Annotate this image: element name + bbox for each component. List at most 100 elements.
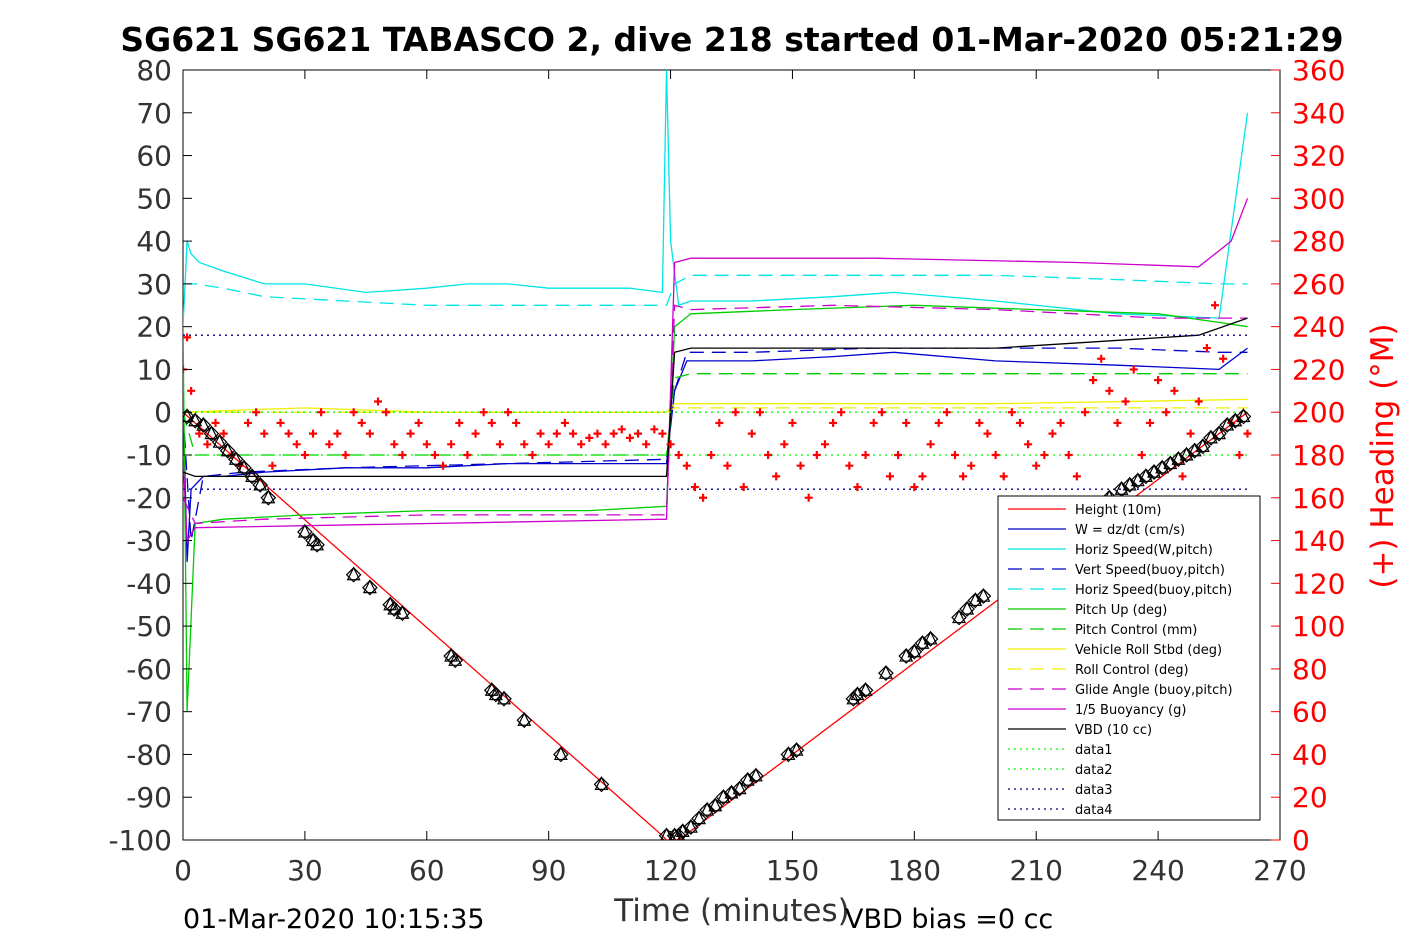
chart-title: SG621 SG621 TABASCO 2, dive 218 started … bbox=[120, 20, 1343, 59]
heading-point bbox=[950, 451, 959, 459]
legend-label-data4: data4 bbox=[1075, 803, 1113, 818]
sample-marker bbox=[187, 412, 204, 429]
heading-point bbox=[642, 440, 651, 449]
heading-point bbox=[755, 408, 764, 417]
sample-marker bbox=[975, 587, 992, 605]
heading-point bbox=[1137, 451, 1146, 459]
y-axis-left: 80 70 60 50 40 30 20 10 0 -10 -20 -30 -40 -50 -60 -70 -8… bbox=[108, 54, 192, 857]
heading-point bbox=[325, 440, 334, 449]
x-axis-label: Time (minutes) bbox=[613, 893, 849, 929]
heading-point bbox=[577, 440, 586, 449]
sample-marker bbox=[236, 459, 252, 476]
heading-point bbox=[211, 418, 220, 427]
sample-marker bbox=[244, 468, 260, 485]
heading-point bbox=[536, 429, 545, 438]
x-tick-label: 150 bbox=[766, 854, 819, 887]
heading-point bbox=[796, 461, 805, 470]
heading-point bbox=[910, 483, 919, 492]
heading-point bbox=[625, 433, 634, 442]
sample-marker bbox=[297, 523, 313, 540]
y-left-tick-label: -80 bbox=[126, 738, 172, 771]
heading-point bbox=[1032, 461, 1041, 470]
x-tick-label: 180 bbox=[888, 854, 941, 887]
heading-point bbox=[1113, 418, 1122, 427]
y-right-tick-label: 300 bbox=[1292, 182, 1345, 215]
heading-point bbox=[1121, 397, 1130, 406]
heading-point bbox=[1145, 418, 1154, 427]
legend-label-data1: data1 bbox=[1075, 743, 1113, 758]
x-tick-label: 30 bbox=[287, 854, 323, 887]
sample-marker bbox=[670, 827, 687, 840]
y-left-tick-label: 40 bbox=[136, 225, 172, 258]
sample-marker bbox=[906, 643, 923, 660]
heading-point bbox=[252, 408, 261, 417]
legend-label-data2: data2 bbox=[1075, 763, 1113, 778]
y-right-tick-label: 40 bbox=[1292, 738, 1328, 771]
sample-marker bbox=[260, 489, 277, 506]
sample-marker bbox=[748, 767, 764, 784]
x-tick-label: 0 bbox=[174, 854, 192, 887]
sample-marker bbox=[731, 780, 748, 797]
series-vbd-10-cc bbox=[183, 317, 1248, 478]
heading-point bbox=[1064, 451, 1073, 459]
sample-marker bbox=[183, 408, 195, 425]
heading-point bbox=[422, 440, 431, 449]
sample-marker bbox=[227, 450, 244, 468]
sample-marker bbox=[1211, 425, 1227, 442]
y-right-tick-label: 100 bbox=[1292, 610, 1345, 643]
legend-label-roll-control-deg: Roll Control (deg) bbox=[1075, 663, 1189, 678]
heading-point bbox=[268, 461, 277, 470]
y-left-tick-label: -90 bbox=[126, 781, 172, 814]
y-left-tick-label: 20 bbox=[136, 311, 172, 344]
heading-point bbox=[731, 408, 740, 417]
heading-point bbox=[869, 418, 878, 427]
heading-point bbox=[187, 386, 196, 395]
heading-point bbox=[528, 451, 537, 459]
heading-point bbox=[390, 440, 399, 449]
heading-point bbox=[333, 429, 342, 438]
x-axis: 0 30 60 90 120 150 180 210 240 270 bbox=[174, 70, 1307, 887]
heading-point bbox=[1154, 376, 1163, 385]
sample-marker bbox=[516, 711, 533, 729]
sample-marker bbox=[922, 630, 939, 647]
heading-point bbox=[926, 440, 935, 449]
y-left-tick-label: 10 bbox=[136, 353, 172, 386]
heading-point bbox=[861, 451, 870, 459]
heading-point bbox=[244, 418, 253, 427]
y-right-tick-label: 60 bbox=[1292, 696, 1328, 729]
sample-marker bbox=[447, 651, 464, 669]
legend-label-glide-angle-buoy-pitch: Glide Angle (buoy,pitch) bbox=[1075, 683, 1233, 698]
heading-point bbox=[1129, 365, 1138, 374]
y-left-tick-label: -100 bbox=[108, 824, 172, 857]
heading-point bbox=[845, 461, 854, 470]
y-left-tick-label: 0 bbox=[154, 396, 172, 429]
sample-marker bbox=[496, 690, 512, 707]
y-left-tick-label: 60 bbox=[136, 140, 172, 173]
heading-point bbox=[292, 440, 301, 449]
heading-point bbox=[788, 418, 797, 427]
heading-point bbox=[414, 418, 423, 427]
sample-marker bbox=[959, 600, 976, 617]
y-left-tick-label: 70 bbox=[136, 97, 172, 130]
sample-marker bbox=[362, 579, 378, 596]
legend-label-pitch-control-mm: Pitch Control (mm) bbox=[1075, 623, 1197, 638]
y-right-tick-label: 180 bbox=[1292, 439, 1345, 472]
heading-point bbox=[1105, 386, 1114, 395]
y-left-tick-label: 30 bbox=[136, 268, 172, 301]
series-vehicle-roll-stbd-deg bbox=[183, 398, 1248, 413]
sample-marker bbox=[1235, 408, 1252, 425]
heading-point bbox=[203, 440, 212, 449]
sample-marker bbox=[309, 536, 325, 553]
legend-label-w-dz-dt-cm-s: W = dz/dt (cm/s) bbox=[1075, 523, 1185, 538]
legend-label-vehicle-roll-stbd-deg: Vehicle Roll Stbd (deg) bbox=[1075, 643, 1222, 658]
y-left-tick-label: -60 bbox=[126, 653, 172, 686]
heading-point bbox=[877, 408, 886, 417]
y-right-tick-label: 20 bbox=[1292, 781, 1328, 814]
y-left-tick-label: -40 bbox=[126, 567, 172, 600]
legend-label-pitch-up-deg: Pitch Up (deg) bbox=[1075, 603, 1167, 618]
heading-point bbox=[447, 440, 456, 449]
heading-point bbox=[650, 425, 659, 434]
heading-point bbox=[764, 451, 773, 459]
heading-point bbox=[715, 418, 724, 427]
legend-box bbox=[997, 495, 1261, 821]
